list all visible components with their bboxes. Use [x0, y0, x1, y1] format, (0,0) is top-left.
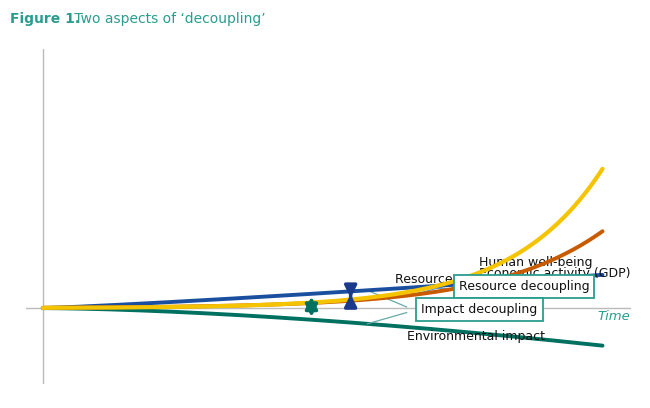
Text: Environmental impact: Environmental impact: [407, 330, 545, 344]
Text: Two aspects of ‘decoupling’: Two aspects of ‘decoupling’: [70, 12, 265, 26]
Text: Economic activity (GDP): Economic activity (GDP): [480, 267, 631, 280]
Text: Human well-being: Human well-being: [480, 256, 593, 269]
Text: Figure 1.: Figure 1.: [10, 12, 80, 26]
Text: Resource use: Resource use: [395, 273, 479, 286]
Text: Impact decoupling: Impact decoupling: [421, 303, 538, 316]
Text: Time: Time: [598, 310, 630, 323]
Text: Resource decoupling: Resource decoupling: [459, 280, 590, 293]
